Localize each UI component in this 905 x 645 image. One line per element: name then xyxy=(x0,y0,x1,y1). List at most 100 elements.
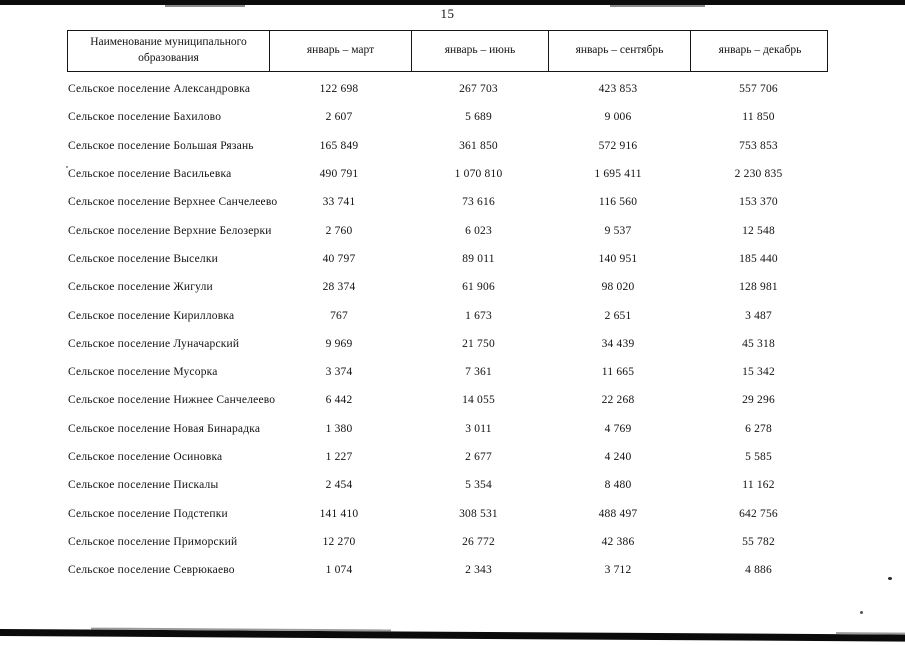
value-cell: 140 951 xyxy=(598,252,638,265)
table-row: Сельское поселение Приморский 12 270 26 77… xyxy=(67,528,828,556)
value-cell: 55 782 xyxy=(742,535,775,548)
value-cell: 6 278 xyxy=(745,422,772,435)
report-table: Наименование муниципального образования … xyxy=(67,30,828,584)
municipality-name: Сельское поселение Приморский xyxy=(68,535,238,548)
value-cell: 2 230 835 xyxy=(734,168,783,181)
value-cell: 488 497 xyxy=(598,507,638,520)
value-cell: 490 791 xyxy=(319,168,359,181)
value-cell: 2 343 xyxy=(465,564,492,577)
municipality-name: Сельское поселение Пискалы xyxy=(68,479,219,492)
table-row: Сельское поселение Верхнее Санчелеево 33 … xyxy=(67,188,828,216)
scan-speck xyxy=(860,611,863,614)
value-cell: 40 797 xyxy=(322,252,356,265)
value-cell: 12 270 xyxy=(322,535,356,548)
value-cell: 3 011 xyxy=(465,422,492,435)
scan-artifact-top-border xyxy=(0,0,905,7)
scan-gray-segment xyxy=(836,632,905,638)
value-cell: 9 537 xyxy=(604,224,632,237)
value-cell: 8 480 xyxy=(604,479,632,492)
table-row: Сельское поселение Мусорка 3 374 7 361 11 6… xyxy=(67,358,828,386)
value-cell: 89 011 xyxy=(462,252,495,265)
value-cell: 73 616 xyxy=(462,196,495,209)
value-cell: 12 548 xyxy=(742,224,775,237)
value-cell: 2 677 xyxy=(465,451,492,463)
value-cell: 6 023 xyxy=(465,224,492,237)
value-cell: 7 361 xyxy=(465,366,492,379)
value-cell: 128 981 xyxy=(739,281,778,294)
municipality-name: Сельское поселение Новая Бинарадка xyxy=(68,422,261,435)
table-row: Сельское поселение Луначарский 9 969 21 75… xyxy=(67,330,828,358)
value-cell: 28 374 xyxy=(322,281,356,294)
value-cell: 5 354 xyxy=(465,479,492,492)
value-cell: 267 703 xyxy=(459,83,498,96)
value-cell: 423 853 xyxy=(598,83,638,96)
table-row: Сельское поселение Большая Рязань 165 849… xyxy=(67,132,828,160)
value-cell: 11 665 xyxy=(601,366,635,379)
value-cell: 45 318 xyxy=(742,337,775,350)
scan-gray-segment xyxy=(91,627,392,632)
municipality-name: Сельское поселение Подстепки xyxy=(68,507,228,520)
value-cell: 165 849 xyxy=(319,139,359,152)
value-cell: 2 607 xyxy=(325,111,353,124)
table-row: Сельское поселение Верхние Белозерки 2 76… xyxy=(67,216,828,244)
scan-gray-segment xyxy=(165,5,245,7)
table-header: Наименование муниципального образования … xyxy=(67,30,828,72)
municipality-name: Сельское поселение Бахилово xyxy=(68,111,222,124)
value-cell: 141 410 xyxy=(319,507,359,520)
value-cell: 98 020 xyxy=(601,281,635,294)
page-number: 15 xyxy=(440,6,455,21)
value-cell: 1 380 xyxy=(325,422,353,435)
value-cell: 3 487 xyxy=(745,309,772,322)
value-cell: 5 689 xyxy=(465,111,492,124)
value-cell: 642 756 xyxy=(739,507,778,520)
municipality-name: Сельское поселение Верхние Белозерки xyxy=(68,224,272,237)
value-cell: 1 070 810 xyxy=(454,168,503,181)
header-cell-jan-sep: январь – сентябрь xyxy=(548,31,690,71)
value-cell: 29 296 xyxy=(742,394,775,407)
municipality-name: Сельское поселение Нижнее Санчелеево xyxy=(68,394,276,407)
municipality-name: Сельское поселение Осиновка xyxy=(68,451,223,463)
value-cell: 26 772 xyxy=(462,535,495,548)
value-cell: 11 850 xyxy=(742,111,775,124)
value-cell: 34 439 xyxy=(601,337,635,350)
header-cell-jan-mar: январь – март xyxy=(269,31,411,71)
value-cell: 14 055 xyxy=(462,394,495,407)
municipality-name: Сельское поселение Васильевка xyxy=(68,168,232,181)
table-body: Сельское поселение Александровка 122 698 2… xyxy=(67,72,828,584)
value-cell: 9 006 xyxy=(604,111,632,124)
value-cell: 15 342 xyxy=(742,366,775,379)
value-cell: 1 673 xyxy=(465,309,492,322)
value-cell: 1 227 xyxy=(325,451,353,463)
value-cell: 2 760 xyxy=(325,224,353,237)
table-row: Сельское поселение Севрюкаево 1 074 2 343 3… xyxy=(67,556,828,584)
table-row: Сельское поселение Бахилово 2 607 5 689 9 0… xyxy=(67,103,828,131)
table-row: Сельское поселение Васильевка 490 791 1 07… xyxy=(67,160,828,188)
table-row: Сельское поселение Осиновка 1 227 2 677 4 2… xyxy=(67,443,828,471)
municipality-name: Сельское поселение Мусорка xyxy=(68,366,218,379)
table-row: Сельское поселение Нижнее Санчелеево 6 44… xyxy=(67,386,828,414)
table-row: Сельское поселение Жигули 28 374 61 906 98 … xyxy=(67,273,828,301)
municipality-name: Сельское поселение Севрюкаево xyxy=(68,564,235,577)
value-cell: 4 886 xyxy=(745,564,772,577)
table-row: Сельское поселение Новая Бинарадка 1 380 3… xyxy=(67,415,828,443)
value-cell: 2 454 xyxy=(325,479,353,492)
municipality-name: Сельское поселение Луначарский xyxy=(68,337,240,350)
value-cell: 1 695 411 xyxy=(594,168,642,181)
municipality-name: Сельское поселение Выселки xyxy=(68,252,218,265)
value-cell: 42 386 xyxy=(601,535,635,548)
value-cell: 1 074 xyxy=(325,564,353,577)
value-cell: 767 xyxy=(330,309,348,322)
value-cell: 5 585 xyxy=(745,451,772,463)
municipality-name: Сельское поселение Большая Рязань xyxy=(68,139,254,152)
table-row: Сельское поселение Кирилловка 767 1 673 2 6… xyxy=(67,301,828,329)
value-cell: 153 370 xyxy=(739,196,778,209)
value-cell: 61 906 xyxy=(462,281,495,294)
value-cell: 361 850 xyxy=(459,139,498,152)
municipality-name: Сельское поселение Александровка xyxy=(68,83,251,96)
value-cell: 21 750 xyxy=(462,337,495,350)
value-cell: 6 442 xyxy=(325,394,353,407)
value-cell: 33 741 xyxy=(322,196,356,209)
municipality-name: Сельское поселение Кирилловка xyxy=(68,309,235,322)
table-row: Сельское поселение Александровка 122 698 2… xyxy=(67,75,828,103)
